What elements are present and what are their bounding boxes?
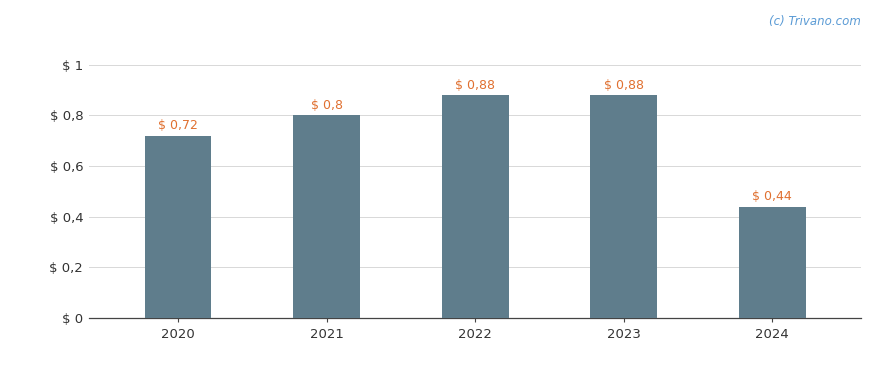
- Bar: [441, 95, 509, 318]
- Text: $ 0,44: $ 0,44: [752, 190, 792, 204]
- Bar: [293, 115, 360, 318]
- Bar: [591, 95, 657, 318]
- Text: $ 0,8: $ 0,8: [311, 99, 343, 112]
- Text: (c) Trivano.com: (c) Trivano.com: [770, 15, 861, 28]
- Bar: [145, 136, 211, 318]
- Text: $ 0,88: $ 0,88: [604, 79, 644, 92]
- Bar: [739, 207, 805, 318]
- Text: $ 0,88: $ 0,88: [455, 79, 496, 92]
- Text: $ 0,72: $ 0,72: [158, 120, 198, 132]
